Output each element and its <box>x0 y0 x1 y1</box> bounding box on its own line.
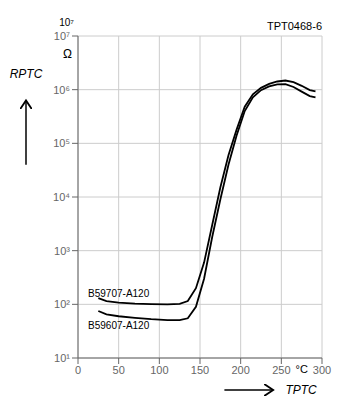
svg-text:TPTC: TPTC <box>285 383 317 397</box>
svg-text:200: 200 <box>231 364 249 376</box>
svg-text:50: 50 <box>113 364 125 376</box>
svg-text:Ω: Ω <box>63 47 72 61</box>
svg-text:B59607-A120: B59607-A120 <box>88 320 150 331</box>
svg-text:10⁷: 10⁷ <box>59 17 74 28</box>
svg-text:10⁷: 10⁷ <box>54 30 70 42</box>
svg-text:RPTC: RPTC <box>10 67 43 81</box>
svg-text:300: 300 <box>313 364 331 376</box>
svg-text:250: 250 <box>272 364 290 376</box>
svg-text:150: 150 <box>191 364 209 376</box>
svg-text:°C: °C <box>295 363 307 375</box>
svg-text:10³: 10³ <box>54 245 70 257</box>
svg-text:10²: 10² <box>54 298 70 310</box>
svg-text:10⁵: 10⁵ <box>53 137 70 149</box>
svg-text:100: 100 <box>150 364 168 376</box>
svg-text:0: 0 <box>75 364 81 376</box>
svg-text:TPT0468-6: TPT0468-6 <box>267 20 322 32</box>
svg-text:10¹: 10¹ <box>54 352 70 364</box>
svg-text:10⁴: 10⁴ <box>53 191 70 203</box>
svg-text:10⁶: 10⁶ <box>53 84 70 96</box>
svg-text:B59707-A120: B59707-A120 <box>88 288 150 299</box>
